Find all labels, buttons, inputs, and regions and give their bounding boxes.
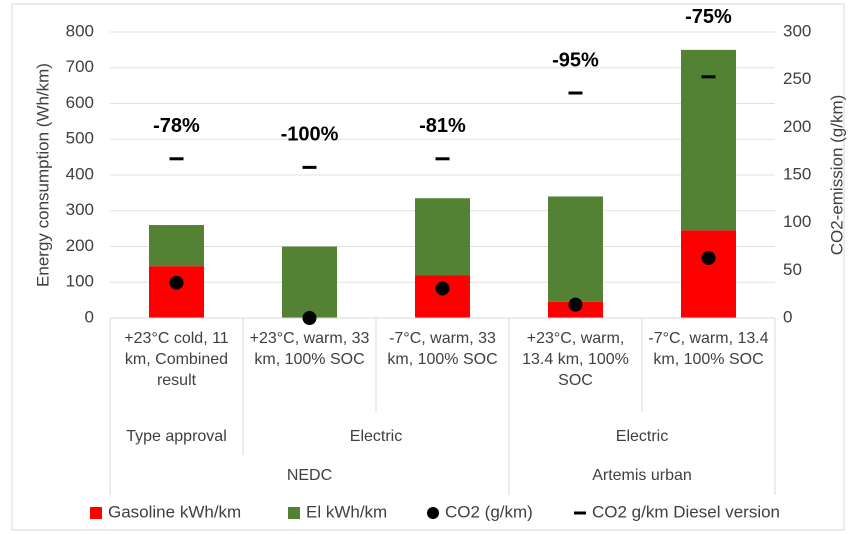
annotation: -75% — [685, 6, 732, 28]
category-label: +23°C cold, 11 km, Combined result — [124, 330, 229, 389]
category-label: -7°C, warm, 33 km, 100% SOC — [387, 330, 498, 368]
y2-tick-label: 300 — [783, 21, 811, 40]
annotation: -95% — [552, 49, 599, 71]
co2-dash — [568, 91, 583, 95]
legend-label: Gasoline kWh/km — [108, 502, 241, 521]
group-label: Artemis urban — [592, 467, 692, 484]
bar-segment — [149, 266, 204, 318]
subgroup-label: Electric — [349, 428, 403, 445]
legend-swatch — [90, 507, 102, 519]
y-tick-label: 600 — [66, 93, 94, 112]
legend-swatch — [574, 511, 586, 515]
co2-dash — [302, 165, 317, 169]
co2-dash — [701, 75, 716, 79]
co2-dot — [169, 275, 184, 290]
y2-axis-title: CO2-emission (g/km) — [827, 95, 846, 256]
legend-label: CO2 (g/km) — [445, 502, 533, 521]
y-axis-title: Energy consumption (Wh/km) — [33, 63, 52, 287]
y-tick-label: 300 — [66, 200, 94, 219]
bar-segment — [149, 225, 204, 267]
y2-tick-label: 200 — [783, 117, 811, 136]
y2-tick-label: 50 — [783, 260, 802, 279]
bar-segment — [282, 246, 337, 318]
co2-dot — [568, 297, 583, 312]
y-tick-label: 700 — [66, 57, 94, 76]
bar-segment — [681, 230, 736, 318]
category-label: -7°C, warm, 13.4 km, 100% SOC — [648, 330, 769, 368]
annotation: -81% — [419, 115, 466, 137]
y2-tick-label: 100 — [783, 212, 811, 231]
chart-border — [11, 3, 845, 531]
y2-tick-label: 0 — [783, 307, 792, 326]
category-label: +23°C, warm, 33 km, 100% SOC — [249, 330, 370, 368]
y-tick-label: 100 — [66, 272, 94, 291]
co2-dash — [169, 157, 184, 161]
y-tick-label: 400 — [66, 164, 94, 183]
y-tick-label: 200 — [66, 236, 94, 255]
y2-tick-label: 150 — [783, 164, 811, 183]
co2-dot — [435, 281, 450, 296]
y-tick-label: 500 — [66, 129, 94, 148]
bar-segment — [681, 49, 736, 231]
y-tick-label: 0 — [85, 307, 94, 326]
y-tick-label: 800 — [66, 21, 94, 40]
y2-tick-label: 250 — [783, 69, 811, 88]
subgroup-label: Electric — [615, 428, 669, 445]
annotation: -78% — [153, 115, 200, 137]
subgroup-label: Type approval — [126, 428, 227, 445]
legend-swatch — [288, 507, 300, 519]
bar-segment — [415, 198, 470, 276]
annotation: -100% — [281, 124, 339, 146]
co2-dot — [701, 250, 716, 265]
legend-label: El kWh/km — [306, 502, 387, 521]
co2-dash — [435, 157, 450, 161]
legend-swatch — [427, 507, 439, 519]
category-label: +23°C, warm, 13.4 km, 100% SOC — [522, 330, 629, 389]
group-label: NEDC — [286, 467, 333, 484]
legend-label: CO2 g/km Diesel version — [592, 502, 780, 521]
bar-segment — [548, 196, 603, 302]
co2-dot — [302, 311, 317, 325]
